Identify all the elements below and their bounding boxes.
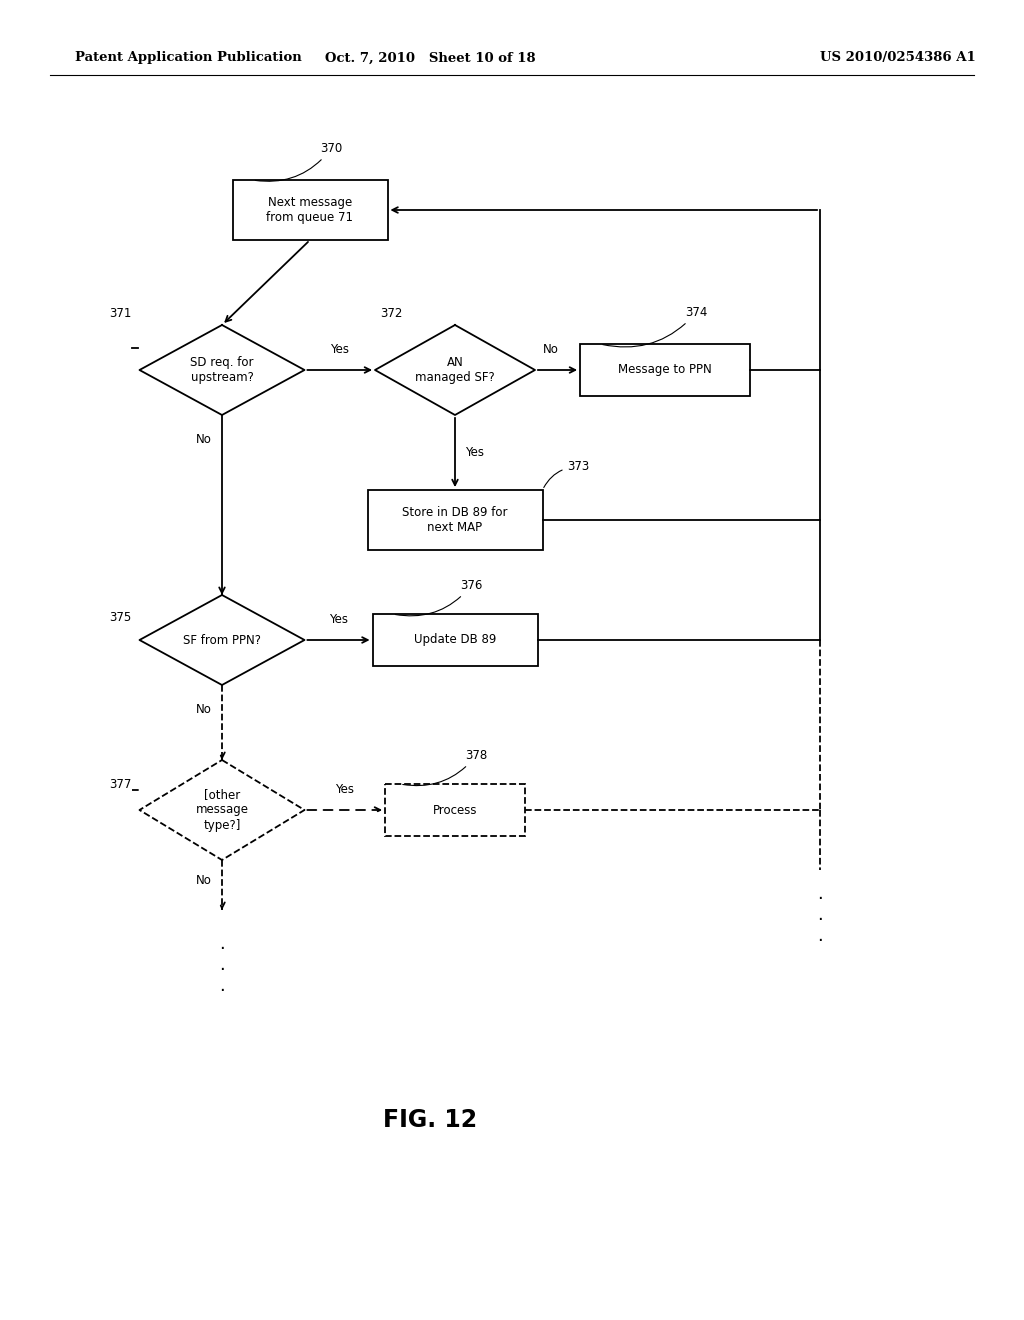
Text: Patent Application Publication: Patent Application Publication	[75, 51, 302, 65]
Text: Process: Process	[433, 804, 477, 817]
Bar	[580, 345, 750, 396]
Text: Yes: Yes	[329, 612, 348, 626]
Text: 373: 373	[544, 459, 590, 487]
Text: 371: 371	[110, 308, 131, 319]
Text: Oct. 7, 2010   Sheet 10 of 18: Oct. 7, 2010 Sheet 10 of 18	[325, 51, 536, 65]
Text: 372: 372	[380, 308, 402, 319]
Text: FIG. 12: FIG. 12	[383, 1107, 477, 1133]
Text: Yes: Yes	[465, 446, 484, 459]
Text: US 2010/0254386 A1: US 2010/0254386 A1	[820, 51, 976, 65]
Text: Yes: Yes	[335, 783, 354, 796]
Text: SF from PPN?: SF from PPN?	[183, 634, 261, 647]
Text: [other
message
type?]: [other message type?]	[196, 788, 249, 832]
Text: 370: 370	[255, 143, 342, 181]
Bar	[385, 784, 525, 836]
Text: 376: 376	[395, 579, 482, 616]
Text: ·
·
·: · · ·	[219, 940, 225, 999]
Bar	[232, 180, 387, 240]
Text: SD req. for
upstream?: SD req. for upstream?	[190, 356, 254, 384]
Text: 375: 375	[110, 611, 131, 624]
Text: Message to PPN: Message to PPN	[618, 363, 712, 376]
Text: AN
managed SF?: AN managed SF?	[415, 356, 495, 384]
Text: No: No	[196, 874, 212, 887]
Text: No: No	[543, 343, 559, 356]
Text: 378: 378	[402, 748, 487, 785]
Text: Store in DB 89 for
next MAP: Store in DB 89 for next MAP	[402, 506, 508, 535]
Text: No: No	[196, 433, 212, 446]
Text: No: No	[196, 704, 212, 715]
Text: 374: 374	[603, 306, 708, 347]
Bar	[373, 614, 538, 667]
Text: Update DB 89: Update DB 89	[414, 634, 497, 647]
Text: Next message
from queue 71: Next message from queue 71	[266, 195, 353, 224]
Text: ·
·
·: · · ·	[817, 890, 823, 949]
Text: Yes: Yes	[331, 343, 349, 356]
Bar	[368, 490, 543, 550]
Text: 377: 377	[110, 779, 131, 792]
